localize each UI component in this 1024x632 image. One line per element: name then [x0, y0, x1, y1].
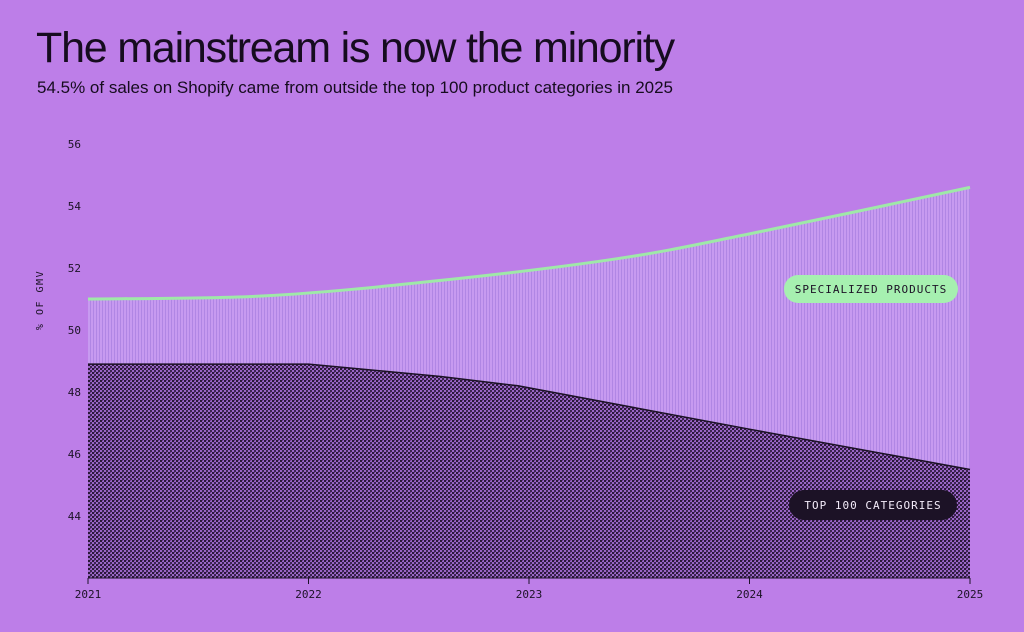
x-tick-label: 2023 — [516, 588, 543, 601]
area-specialized-products — [88, 187, 970, 470]
legend-pill-top100 — [789, 490, 957, 520]
legend-pill-specialized — [784, 275, 958, 303]
y-tick-label: 52 — [68, 262, 81, 275]
legend-label-specialized: SPECIALIZED PRODUCTS — [795, 283, 947, 296]
chart-title: The mainstream is now the minority — [36, 24, 675, 72]
area-top-100-categories — [88, 364, 970, 578]
x-tick-label: 2022 — [295, 588, 322, 601]
legend-label-top100: TOP 100 CATEGORIES — [804, 499, 941, 512]
legend-top-100-categories: TOP 100 CATEGORIES — [789, 490, 957, 520]
y-tick-label: 48 — [68, 386, 81, 399]
line-top-100-categories — [88, 363, 971, 471]
y-tick-label: 44 — [68, 510, 82, 523]
y-tick-label: 54 — [68, 200, 82, 213]
x-tick-label: 2024 — [736, 588, 763, 601]
y-axis-label: % OF GMV — [35, 270, 46, 330]
y-tick-label: 50 — [68, 324, 81, 337]
x-tick-label: 2025 — [957, 588, 984, 601]
chart-subtitle: 54.5% of sales on Shopify came from outs… — [37, 78, 674, 97]
y-tick-label: 46 — [68, 448, 81, 461]
line-specialized-products — [87, 185, 971, 301]
y-tick-label: 56 — [68, 138, 81, 151]
legend-specialized-products: SPECIALIZED PRODUCTS — [784, 275, 958, 303]
x-tick-label: 2021 — [75, 588, 102, 601]
